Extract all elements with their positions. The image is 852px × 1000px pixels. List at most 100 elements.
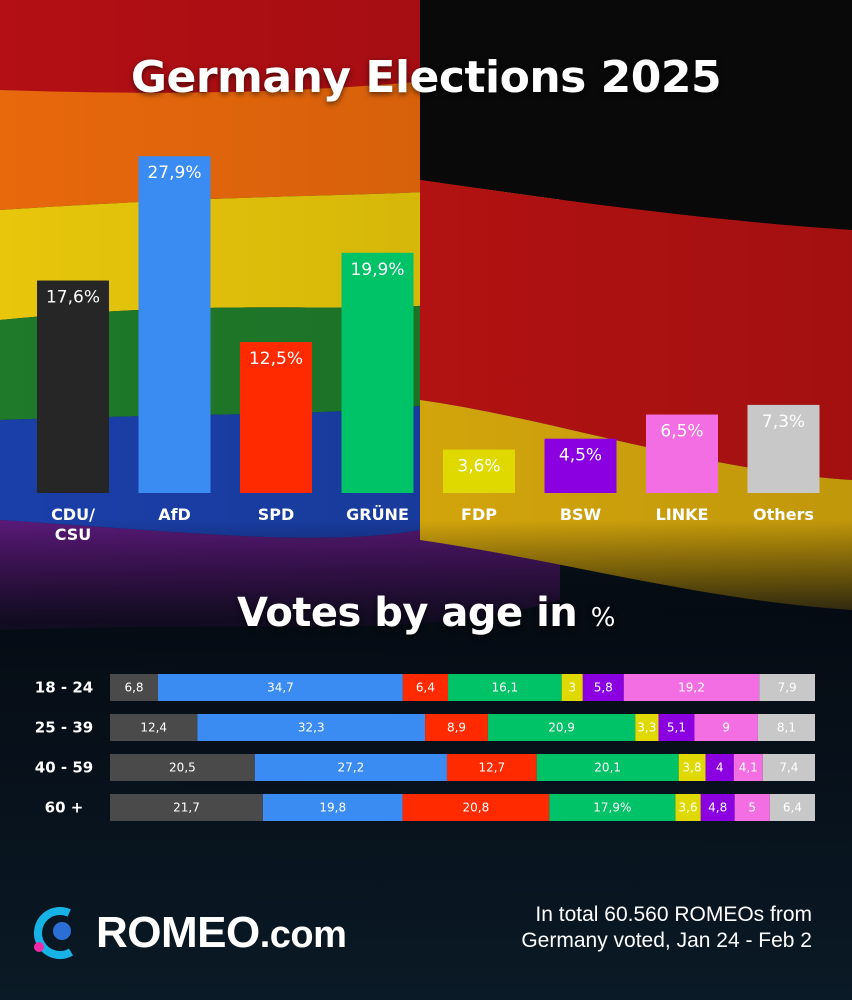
age-segment-label: 8,1 bbox=[777, 721, 796, 735]
age-segment-label: 17,9% bbox=[593, 801, 631, 815]
age-section-title: Votes by age in % bbox=[0, 590, 852, 636]
bar-1 bbox=[138, 156, 211, 493]
age-segment bbox=[705, 754, 734, 781]
age-segment bbox=[549, 794, 676, 821]
age-segment-label: 20,5 bbox=[169, 761, 196, 775]
age-segment bbox=[694, 714, 758, 741]
bar-2 bbox=[240, 342, 312, 493]
age-segment-label: 6,4 bbox=[416, 681, 435, 695]
age-title-text: Votes by age in bbox=[237, 590, 578, 636]
bar-value-label: 12,5% bbox=[249, 349, 303, 369]
brand-suffix: .com bbox=[259, 914, 347, 956]
age-segment bbox=[635, 714, 659, 741]
age-segment bbox=[487, 714, 636, 741]
age-segment bbox=[402, 674, 449, 701]
age-segment bbox=[110, 714, 198, 741]
category-label: LINKE bbox=[656, 505, 709, 524]
age-segment-label: 8,9 bbox=[447, 721, 466, 735]
age-segment bbox=[448, 674, 562, 701]
age-segment-label: 19,8 bbox=[319, 801, 346, 815]
age-segment-label: 6,8 bbox=[124, 681, 143, 695]
survey-footnote: In total 60.560 ROMEOs from Germany vote… bbox=[452, 902, 812, 954]
category-label: GRÜNE bbox=[346, 505, 409, 524]
category-label: Others bbox=[753, 505, 814, 524]
age-segment bbox=[582, 674, 624, 701]
brand-name-text: ROMEO bbox=[96, 908, 260, 957]
bar-value-label: 27,9% bbox=[147, 163, 201, 183]
age-segment bbox=[110, 754, 255, 781]
vote-share-bar-chart: 17,6% CDU/CSU 27,9% AfD 12,5% SPD 19,9% GRÜNE 3,… bbox=[37, 156, 820, 544]
age-segment bbox=[678, 754, 706, 781]
category-label: FDP bbox=[461, 505, 497, 524]
votes-by-age-chart: 18 - 24 6,8 34,7 6,4 16,1 3 5,8 19,2 7,9 25 - 39 1… bbox=[35, 674, 815, 821]
age-segment-label: 20,9 bbox=[548, 721, 575, 735]
age-segment bbox=[254, 754, 447, 781]
footnote-line-2: Germany voted, Jan 24 - Feb 2 bbox=[521, 929, 812, 952]
age-segment-label: 6,4 bbox=[783, 801, 802, 815]
age-segment-label: 7,4 bbox=[779, 761, 798, 775]
age-segment-label: 19,2 bbox=[678, 681, 705, 695]
age-title-unit: % bbox=[590, 603, 616, 633]
category-label: AfD bbox=[158, 505, 191, 524]
bar-5 bbox=[544, 438, 617, 493]
bar-value-label: 6,5% bbox=[660, 422, 703, 442]
brand-logo: ROMEO.com bbox=[30, 898, 347, 968]
age-segment bbox=[769, 794, 815, 821]
category-label: CDU/ bbox=[51, 505, 95, 524]
age-segment-label: 16,1 bbox=[491, 681, 518, 695]
bar-3 bbox=[341, 252, 414, 493]
age-segment bbox=[733, 754, 763, 781]
age-segment-label: 3 bbox=[568, 681, 576, 695]
bar-6 bbox=[646, 414, 718, 493]
age-segment-label: 34,7 bbox=[267, 681, 294, 695]
age-segment-label: 5,1 bbox=[667, 721, 686, 735]
brand-name: ROMEO.com bbox=[96, 908, 347, 958]
bar-value-label: 3,6% bbox=[457, 457, 500, 477]
age-segment-label: 20,8 bbox=[463, 801, 490, 815]
age-segment-label: 20,1 bbox=[594, 761, 621, 775]
category-label: SPD bbox=[258, 505, 295, 524]
age-segment-label: 5,8 bbox=[594, 681, 613, 695]
age-segment-label: 12,4 bbox=[140, 721, 167, 735]
age-segment bbox=[734, 794, 770, 821]
category-label: CSU bbox=[55, 525, 92, 544]
age-segment-label: 9 bbox=[722, 721, 730, 735]
age-segment bbox=[157, 674, 403, 701]
bar-4 bbox=[443, 449, 515, 493]
age-segment bbox=[402, 794, 550, 821]
age-group-label: 18 - 24 bbox=[35, 679, 93, 697]
age-segment-label: 3,8 bbox=[683, 761, 702, 775]
age-segment bbox=[561, 674, 583, 701]
age-segment bbox=[446, 754, 537, 781]
footnote-line-1: In total 60.560 ROMEOs from bbox=[535, 903, 812, 926]
age-segment bbox=[262, 794, 403, 821]
category-label: BSW bbox=[560, 505, 602, 524]
age-segment-label: 4,8 bbox=[708, 801, 727, 815]
bar-7 bbox=[747, 404, 820, 493]
age-segment bbox=[762, 754, 815, 781]
age-group-label: 40 - 59 bbox=[35, 759, 93, 777]
age-segment-label: 7,9 bbox=[778, 681, 797, 695]
age-segment bbox=[759, 674, 815, 701]
age-segment-label: 3,3 bbox=[637, 721, 656, 735]
age-segment-label: 12,7 bbox=[478, 761, 505, 775]
bar-value-label: 19,9% bbox=[350, 260, 404, 280]
age-segment bbox=[675, 794, 701, 821]
bar-0 bbox=[37, 280, 109, 493]
age-segment-label: 3,6 bbox=[679, 801, 698, 815]
age-segment-label: 32,3 bbox=[298, 721, 325, 735]
age-segment bbox=[658, 714, 695, 741]
age-segment bbox=[110, 674, 158, 701]
age-segment-label: 4 bbox=[716, 761, 724, 775]
bar-value-label: 4,5% bbox=[559, 446, 602, 466]
bar-value-label: 17,6% bbox=[46, 288, 100, 308]
age-group-label: 25 - 39 bbox=[35, 719, 93, 737]
age-segment bbox=[536, 754, 679, 781]
age-segment bbox=[700, 794, 735, 821]
age-segment bbox=[110, 794, 263, 821]
romeo-logo-icon bbox=[34, 907, 86, 959]
age-segment bbox=[425, 714, 488, 741]
age-segment bbox=[757, 714, 815, 741]
